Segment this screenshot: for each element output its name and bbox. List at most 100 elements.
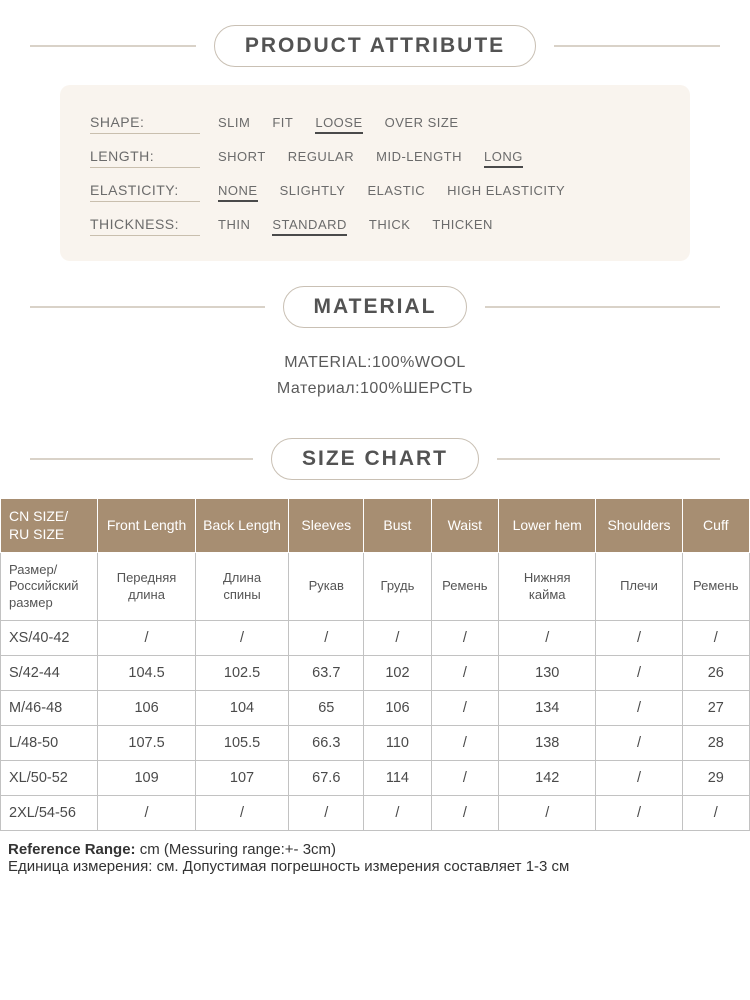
section-attribute-header: PRODUCT ATTRIBUTE: [0, 0, 750, 85]
attribute-options: SHORT REGULAR MID-LENGTH LONG: [218, 149, 523, 168]
divider-right: [497, 458, 720, 460]
attribute-option: LOOSE: [315, 115, 362, 134]
size-cell: 107.5: [98, 725, 195, 760]
size-cell: 104.5: [98, 655, 195, 690]
size-cell: XL/50-52: [1, 760, 98, 795]
size-cell: 63.7: [289, 655, 364, 690]
size-cell: /: [364, 620, 431, 655]
size-cell: /: [596, 620, 682, 655]
size-header-en: Back Length: [195, 499, 289, 553]
attribute-option: LONG: [484, 149, 523, 168]
size-cell: 106: [98, 690, 195, 725]
attribute-option: SHORT: [218, 149, 266, 168]
attribute-option: SLIM: [218, 115, 250, 134]
attribute-options: SLIM FIT LOOSE OVER SIZE: [218, 115, 459, 134]
size-cell: 109: [98, 760, 195, 795]
size-header-ru: Длинаспины: [195, 553, 289, 621]
section-material-header: MATERIAL: [0, 261, 750, 346]
size-cell: S/42-44: [1, 655, 98, 690]
divider-left: [30, 458, 253, 460]
size-cell: 106: [364, 690, 431, 725]
size-header-ru: Размер/Российскийразмер: [1, 553, 98, 621]
material-ru: Материал:100%ШЕРСТЬ: [0, 376, 750, 402]
size-row: XL/50-5210910767.6114/142/29: [1, 760, 750, 795]
size-header-ru: Ремень: [431, 553, 498, 621]
size-header-en: Sleeves: [289, 499, 364, 553]
size-header-ru: Плечи: [596, 553, 682, 621]
attribute-options: NONESLIGHTLYELASTICHIGH ELASTICITY: [218, 183, 565, 202]
size-cell: M/46-48: [1, 690, 98, 725]
size-row: 2XL/54-56////////: [1, 795, 750, 830]
footnote-en-label: Reference Range:: [8, 841, 140, 858]
size-cell: 110: [364, 725, 431, 760]
size-header-ru: Рукав: [289, 553, 364, 621]
size-cell: 29: [682, 760, 749, 795]
size-header-en: Lower hem: [499, 499, 596, 553]
size-cell: /: [289, 795, 364, 830]
size-cell: /: [596, 690, 682, 725]
attribute-option: STANDARD: [272, 217, 347, 236]
size-row: S/42-44104.5102.563.7102/130/26: [1, 655, 750, 690]
size-cell: /: [431, 620, 498, 655]
size-cell: /: [682, 795, 749, 830]
attribute-label: ELASTICITY:: [90, 182, 200, 202]
attribute-option: OVER SIZE: [385, 115, 459, 134]
size-row: M/46-4810610465106/134/27: [1, 690, 750, 725]
size-cell: 102.5: [195, 655, 289, 690]
size-header-en: Waist: [431, 499, 498, 553]
size-cell: /: [596, 725, 682, 760]
size-cell: 67.6: [289, 760, 364, 795]
attribute-option: NONE: [218, 183, 258, 202]
divider-left: [30, 306, 265, 308]
size-cell: 104: [195, 690, 289, 725]
size-header-ru: Нижняякайма: [499, 553, 596, 621]
attribute-row: THICKNESS:THINSTANDARDTHICKTHICKEN: [90, 209, 660, 243]
attribute-option: FIT: [272, 115, 293, 134]
attribute-row: LENGTH:SHORTREGULARMID-LENGTHLONG: [90, 141, 660, 175]
size-cell: /: [431, 725, 498, 760]
size-cell: 26: [682, 655, 749, 690]
attribute-option: ELASTIC: [367, 183, 425, 202]
size-header-en: Bust: [364, 499, 431, 553]
size-cell: /: [499, 795, 596, 830]
attribute-card: SHAPE:SLIMFITLOOSEOVER SIZELENGTH:SHORTR…: [60, 85, 690, 261]
divider-right: [485, 306, 720, 308]
size-cell: /: [289, 620, 364, 655]
size-cell: 107: [195, 760, 289, 795]
size-cell: /: [431, 655, 498, 690]
size-cell: /: [431, 690, 498, 725]
size-cell: /: [195, 620, 289, 655]
size-row: XS/40-42////////: [1, 620, 750, 655]
size-row: L/48-50107.5105.566.3110/138/28: [1, 725, 750, 760]
size-cell: 28: [682, 725, 749, 760]
material-title: MATERIAL: [283, 286, 468, 328]
size-cell: 114: [364, 760, 431, 795]
material-en: MATERIAL:100%WOOL: [0, 350, 750, 376]
attribute-title: PRODUCT ATTRIBUTE: [214, 25, 536, 67]
size-cell: /: [596, 655, 682, 690]
size-chart-table: CN SIZE/RU SIZEFront LengthBack LengthSl…: [0, 498, 750, 831]
size-cell: 27: [682, 690, 749, 725]
size-cell: /: [431, 795, 498, 830]
footnote-ru: Единица измерения: см. Допустимая погреш…: [8, 858, 569, 875]
attribute-option: THICKEN: [432, 217, 493, 236]
attribute-label: THICKNESS:: [90, 216, 200, 236]
attribute-row: SHAPE: SLIM FIT LOOSE OVER SIZE: [90, 107, 660, 141]
size-cell: 138: [499, 725, 596, 760]
size-cell: L/48-50: [1, 725, 98, 760]
attribute-options: THINSTANDARDTHICKTHICKEN: [218, 217, 493, 236]
size-header-ru: Грудь: [364, 553, 431, 621]
attribute-label: SHAPE:: [90, 114, 200, 134]
footnote-en-rest: cm (Messuring range:+- 3cm): [140, 841, 336, 858]
attribute-option: REGULAR: [288, 149, 354, 168]
attribute-option: HIGH ELASTICITY: [447, 183, 565, 202]
size-header-ru: Передняядлина: [98, 553, 195, 621]
size-header-ru: Ремень: [682, 553, 749, 621]
attribute-option: MID-LENGTH: [376, 149, 462, 168]
size-cell: 2XL/54-56: [1, 795, 98, 830]
size-title: SIZE CHART: [271, 438, 479, 480]
size-cell: 130: [499, 655, 596, 690]
size-cell: 65: [289, 690, 364, 725]
size-cell: /: [195, 795, 289, 830]
attribute-option: THICK: [369, 217, 411, 236]
